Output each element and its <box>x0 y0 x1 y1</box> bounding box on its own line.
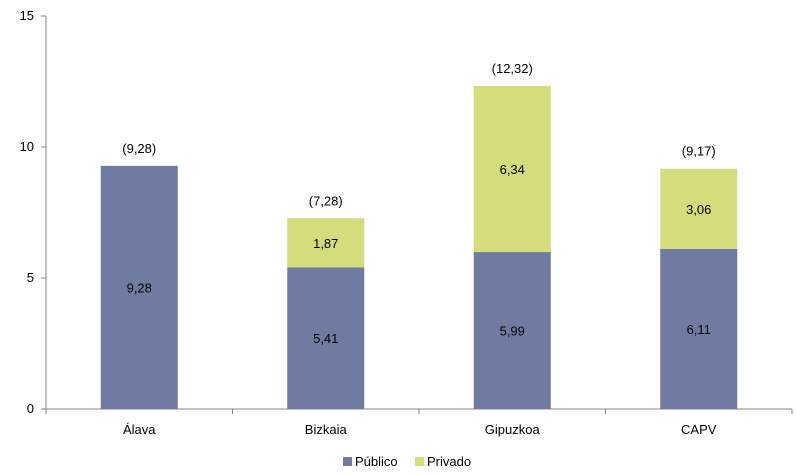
x-tick-label: CAPV <box>681 422 717 437</box>
bar-privado <box>287 218 365 268</box>
data-label: 6,34 <box>500 162 525 177</box>
total-label: (9,17) <box>682 144 716 159</box>
bars <box>100 85 738 409</box>
bar-privado <box>660 168 738 249</box>
legend-label: Público <box>355 454 398 469</box>
x-tick-label: Gipuzkoa <box>485 422 541 437</box>
y-axis: 0 5 10 15 <box>20 8 47 416</box>
data-label: 1,87 <box>313 236 338 251</box>
data-label: 5,99 <box>500 324 525 339</box>
x-tick-label: Bizkaia <box>305 422 348 437</box>
data-label: 5,41 <box>313 331 338 346</box>
data-labels: 9,28 (9,28) 5,41 1,87 (7,28) 5,99 6,34 (12,32) 6… <box>122 61 715 346</box>
data-label: 9,28 <box>127 280 152 295</box>
bar-publico <box>100 165 178 409</box>
total-label: (9,28) <box>122 141 156 156</box>
legend: Público Privado <box>343 454 471 469</box>
y-tick-label: 5 <box>27 270 34 285</box>
total-label: (7,28) <box>309 193 343 208</box>
bar-publico <box>473 252 551 409</box>
data-label: 6,11 <box>687 322 711 337</box>
legend-swatch <box>415 457 424 466</box>
y-tick-label: 0 <box>27 401 34 416</box>
bar-publico <box>660 248 738 409</box>
legend-label: Privado <box>427 454 471 469</box>
bar-publico <box>287 267 365 409</box>
bar-privado <box>473 85 551 253</box>
x-axis: Álava Bizkaia Gipuzkoa CAPV <box>45 408 793 437</box>
legend-swatch <box>343 457 352 466</box>
total-label: (12,32) <box>492 61 533 76</box>
data-label: 3,06 <box>686 202 711 217</box>
y-tick-label: 10 <box>20 139 34 154</box>
y-tick-label: 15 <box>20 8 34 23</box>
x-tick-label: Álava <box>123 422 156 437</box>
